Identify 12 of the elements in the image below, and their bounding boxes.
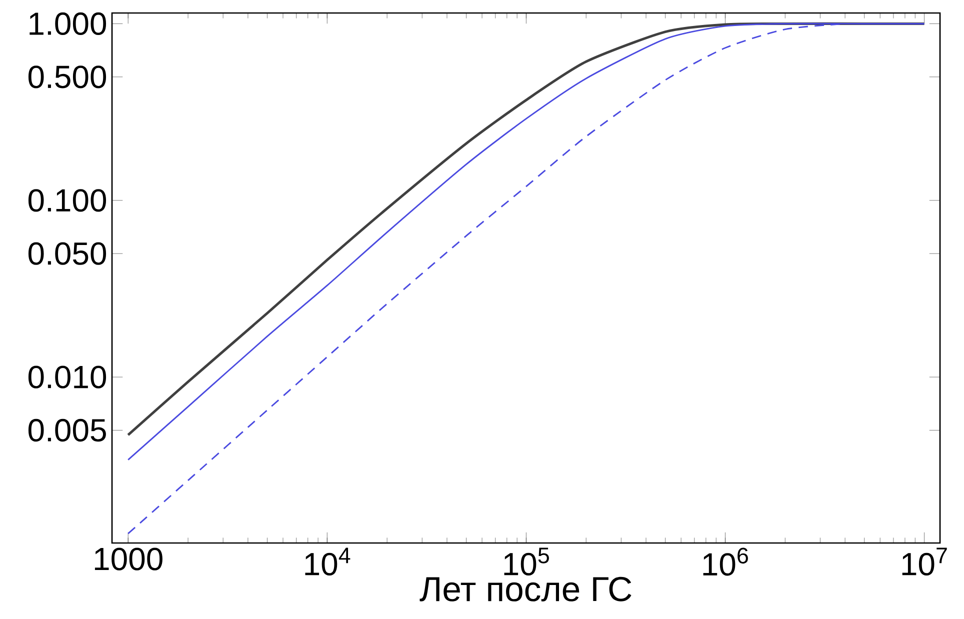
x-tick-label: 10$^{7}$ xyxy=(902,548,947,576)
y-tick-label: 0.100 xyxy=(28,189,106,212)
y-tick-label: 0.005 xyxy=(28,418,106,442)
x-tick-label: 10$^{5}$ xyxy=(504,548,549,576)
y-tick-label: 0.050 xyxy=(28,242,106,265)
x-tick-label: 1000 xyxy=(94,548,162,570)
y-tick-label: 0.500 xyxy=(28,66,106,88)
x-axis-title: Лет после ГС xyxy=(420,576,632,602)
x-tick-label: 10$^{4}$ xyxy=(305,548,350,576)
y-tick-label: 1.000 xyxy=(30,12,106,36)
x-tick-label: 10$^{6}$ xyxy=(703,548,748,576)
y-tick-label: 0.010 xyxy=(28,366,106,388)
